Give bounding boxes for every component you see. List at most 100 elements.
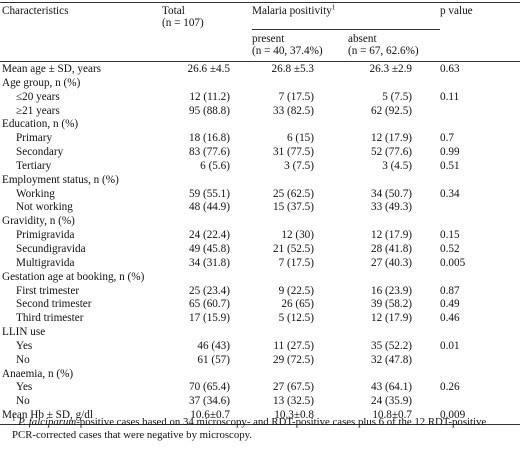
row-absent <box>348 216 440 230</box>
row-p-value <box>440 119 520 133</box>
row-label: Second trimester <box>16 298 92 311</box>
table-row: Second trimester 65 (60.7) 26 (65) 39 (58.2… <box>0 299 520 313</box>
row-p-value: 0.009 <box>440 409 520 425</box>
row-total: 24 (22.4) <box>188 229 230 242</box>
row-total: 17 (15.9) <box>188 312 230 325</box>
row-label: Yes <box>16 381 33 394</box>
row-p-value <box>440 355 520 369</box>
characteristics-table: Characteristics Total (n = 107) Malaria … <box>0 2 520 425</box>
header-p-value: p value <box>440 2 520 30</box>
row-present <box>252 216 348 230</box>
row-label: Working <box>16 187 55 200</box>
table-row: No 37 (34.6) 13 (32.5) 24 (35.9) <box>0 395 520 410</box>
row-label: ≤20 years <box>16 90 60 103</box>
row-p-value: 0.26 <box>440 381 460 394</box>
row-present: 26.8 ±5.3 <box>271 63 315 75</box>
row-label: LLIN use <box>2 326 46 339</box>
row-absent: 35 (52.2) <box>371 339 413 352</box>
row-present: 7 (17.5) <box>278 256 314 269</box>
header-absent-label: absent <box>348 33 377 45</box>
row-p-value: 0.01 <box>440 339 460 352</box>
header-characteristics: Characteristics <box>0 2 162 30</box>
row-total <box>162 78 252 92</box>
row-total: 18 (16.8) <box>188 132 230 145</box>
header-subrow: present (n = 40, 37.4%) absent (n = 67, … <box>0 29 520 62</box>
row-present: 11 (27.5) <box>273 339 314 352</box>
row-total: 49 (45.8) <box>188 242 230 255</box>
row-p-value: 0.52 <box>440 242 460 255</box>
row-label: Mean age ± SD, years <box>2 63 102 75</box>
row-total: 48 (44.9) <box>188 201 230 214</box>
header-present: present (n = 40, 37.4%) <box>252 29 348 62</box>
row-total: 6 (5.6) <box>200 159 230 172</box>
row-total <box>162 327 252 341</box>
header-absent: absent (n = 67, 62.6%) <box>348 29 441 62</box>
row-total: 95 (88.8) <box>188 104 230 117</box>
row-label: Employment status, n (%) <box>2 173 119 186</box>
row-total <box>162 216 252 230</box>
table-row: Yes 46 (43) 11 (27.5) 35 (52.2) 0.01 <box>0 339 520 355</box>
row-p-value <box>440 272 520 286</box>
row-present: 3 (7.5) <box>284 159 314 172</box>
row-absent: 24 (35.9) <box>371 395 413 408</box>
table-row: ≥21 years 95 (88.8) 33 (82.5) 62 (92.5) <box>0 104 520 120</box>
row-absent: 16 (23.9) <box>371 284 413 297</box>
row-total: 10.6±0.7 <box>162 409 252 425</box>
row-label: Age group, n (%) <box>2 76 81 89</box>
row-label: No <box>16 353 30 366</box>
table-row: Working 59 (55.1) 25 (62.5) 34 (50.7) 0.34 <box>0 187 520 203</box>
row-present <box>252 272 348 286</box>
header-malaria-positivity: Malaria positivity1 <box>252 2 441 30</box>
table-row: First trimester 25 (23.4) 9 (22.5) 16 (23.9… <box>0 284 520 300</box>
row-present <box>252 119 348 133</box>
row-label: Secundigravida <box>16 242 86 255</box>
row-p-value <box>440 327 520 341</box>
row-present: 31 (77.5) <box>272 146 314 159</box>
header-malaria-positivity-label: Malaria positivity <box>252 5 332 17</box>
header-present-n: (n = 40, 37.4%) <box>252 44 323 57</box>
row-absent: 43 (64.1) <box>371 381 413 394</box>
row-total: 61 (57) <box>197 353 230 366</box>
row-absent: 3 (4.5) <box>382 159 413 172</box>
row-total: 26.6 ±4.5 <box>187 63 231 75</box>
row-total: 25 (23.4) <box>188 284 230 297</box>
row-label: Gestation age at booking, n (%) <box>2 270 145 283</box>
row-present: 12 (30) <box>281 229 314 242</box>
row-present <box>252 175 348 189</box>
row-label: Yes <box>16 339 33 352</box>
row-p-value: 0.99 <box>440 146 460 159</box>
row-label: Primigravida <box>16 229 75 242</box>
table-row: Gestation age at booking, n (%) <box>0 270 520 286</box>
row-total <box>162 369 252 383</box>
row-p-value: 0.005 <box>440 256 466 269</box>
row-present: 33 (82.5) <box>272 104 314 117</box>
row-p-value: 0.15 <box>440 229 460 242</box>
table-row: Gravidity, n (%) <box>0 215 520 230</box>
row-p-value <box>440 216 520 230</box>
row-present: 10.3±0.8 <box>252 409 348 425</box>
table-row: Primigravida 24 (22.4) 12 (30) 12 (17.9) 0.1… <box>0 229 520 244</box>
row-absent <box>348 272 440 286</box>
table-row: Secondary 83 (77.6) 31 (77.5) 52 (77.6) 0.99 <box>0 146 520 161</box>
row-present: 6 (15) <box>286 132 314 145</box>
row-total <box>162 175 252 189</box>
row-label: Education, n (%) <box>2 118 79 131</box>
row-label: Not working <box>16 201 73 214</box>
row-label: No <box>16 395 30 408</box>
row-p-value <box>440 106 520 120</box>
table-row: Secundigravida 49 (45.8) 21 (52.5) 28 (41.8… <box>0 242 520 258</box>
row-present: 15 (37.5) <box>272 201 314 214</box>
header-empty-5 <box>440 29 520 62</box>
row-label: Multigravida <box>16 256 75 269</box>
row-present: 21 (52.5) <box>272 242 314 255</box>
row-absent: 12 (17.9) <box>371 312 413 325</box>
row-absent: 33 (49.3) <box>371 201 413 214</box>
table-row: Mean Hb ± SD, g/dl 10.6±0.7 10.3±0.8 10.8±0… <box>0 409 520 425</box>
table-body: Mean age ± SD, years 26.6 ±4.5 26.8 ±5.3 26… <box>0 62 520 425</box>
row-total <box>162 119 252 133</box>
row-p-value: 0.7 <box>440 132 454 145</box>
row-absent <box>348 175 440 189</box>
row-total: 70 (65.4) <box>188 381 230 394</box>
row-present: 26 (65) <box>281 298 314 311</box>
row-label: Third trimester <box>16 312 84 325</box>
